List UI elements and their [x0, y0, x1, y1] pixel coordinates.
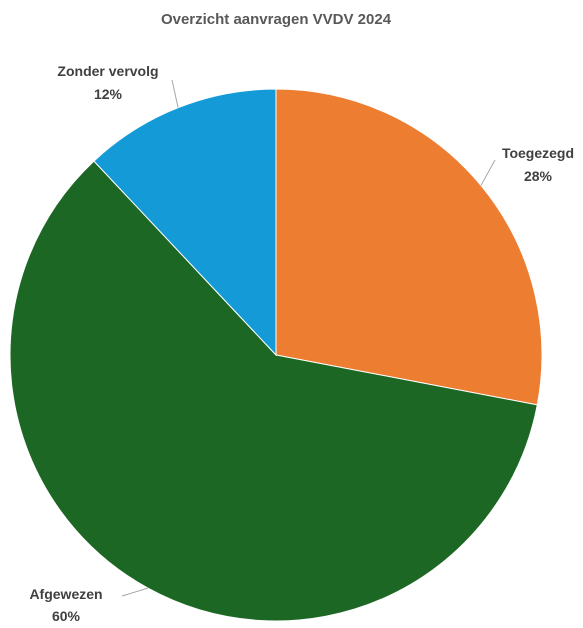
- data-label-category-zonder-vervolg: Zonder vervolg: [57, 63, 158, 79]
- chart-title: Overzicht aanvragen VVDV 2024: [161, 11, 392, 28]
- data-label-value-zonder-vervolg: 12%: [94, 86, 123, 102]
- data-label-category-afgewezen: Afgewezen: [29, 586, 102, 602]
- data-label-category-toegezegd: Toegezegd: [502, 145, 574, 161]
- pie-slice-zonder-vervolg: [93, 88, 277, 357]
- leader-line-toegezegd: [480, 159, 496, 186]
- leader-line-zonder-vervolg: [171, 79, 179, 108]
- leader-line-afgewezen: [121, 587, 148, 597]
- data-labels: Toegezegd 28% Afgewezen 60% Zonder vervolg 12…: [29, 63, 574, 624]
- pie-slices: [9, 88, 543, 622]
- pie-slice-toegezegd: [275, 88, 543, 406]
- data-label-value-toegezegd: 28%: [524, 168, 553, 184]
- data-label-value-afgewezen: 60%: [52, 608, 81, 624]
